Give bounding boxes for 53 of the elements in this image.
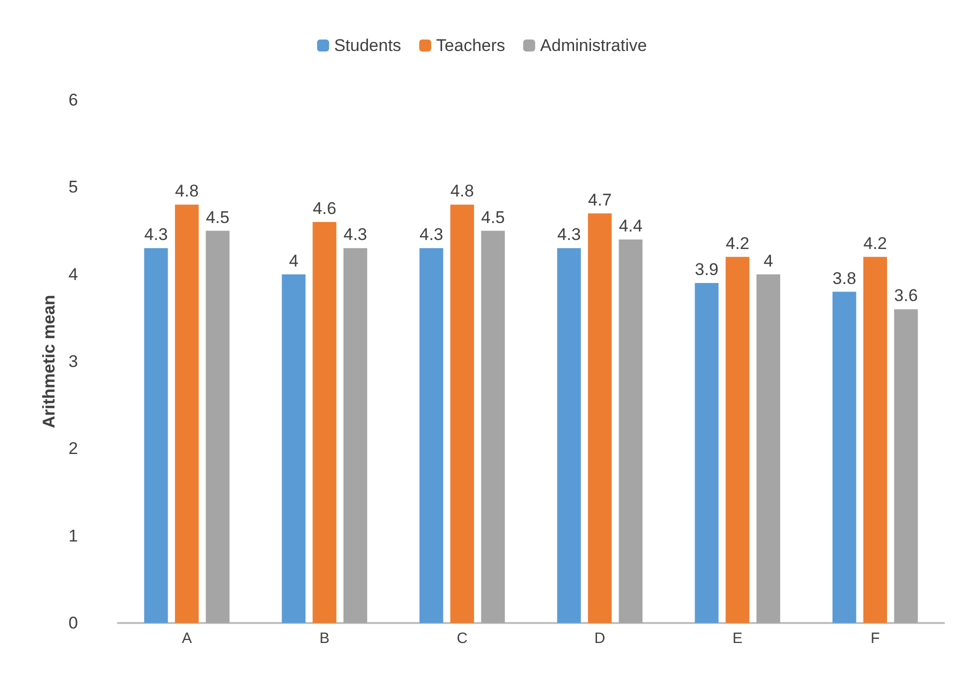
legend-label: Teachers (436, 36, 506, 55)
bar (726, 256, 750, 623)
bar (863, 256, 888, 623)
bar (282, 274, 306, 623)
data-label: 4 (288, 251, 298, 270)
legend-label: Students (334, 36, 402, 55)
data-label: 4.8 (175, 182, 199, 201)
data-label: 4.3 (344, 225, 368, 244)
data-label: 4.2 (726, 234, 750, 253)
bar (588, 213, 612, 623)
data-label: 4.3 (144, 225, 168, 244)
bar (174, 204, 199, 623)
bar (206, 230, 230, 623)
bar (894, 309, 918, 623)
bar (832, 292, 856, 623)
y-tick-label: 4 (68, 264, 78, 284)
legend-label: Administrative (540, 36, 647, 55)
x-tick-label: C (456, 630, 468, 647)
bar (144, 248, 168, 623)
x-tick-label: E (732, 630, 743, 647)
x-tick-label: B (319, 630, 330, 647)
data-label: 4.3 (557, 225, 581, 244)
data-label: 4.7 (588, 190, 612, 210)
bar (312, 222, 336, 623)
x-tick-label: D (594, 630, 606, 647)
bar (481, 230, 505, 623)
bar (557, 248, 581, 623)
bar (419, 248, 444, 623)
x-tick-label: A (182, 630, 192, 647)
bar (756, 274, 780, 623)
bar (618, 239, 643, 623)
data-label: 4.2 (863, 234, 887, 253)
y-tick-label: 3 (68, 352, 78, 371)
data-label: 4.5 (206, 208, 230, 227)
data-label: 4 (764, 251, 774, 270)
y-axis-title: Arithmetic mean (40, 294, 59, 428)
data-label: 3.6 (894, 286, 918, 306)
y-tick-label: 5 (68, 178, 78, 197)
bar (343, 248, 368, 623)
data-label: 4.5 (481, 208, 505, 227)
data-label: 3.9 (694, 260, 718, 280)
data-label: 4.3 (420, 225, 444, 244)
data-label: 4.4 (618, 216, 642, 236)
y-tick-label: 2 (68, 439, 78, 458)
x-tick-label: F (870, 630, 880, 647)
bar (694, 283, 719, 623)
data-label: 4.6 (312, 199, 336, 218)
data-label: 4.8 (450, 182, 474, 201)
data-label: 3.8 (832, 268, 856, 288)
bar (450, 204, 474, 623)
y-tick-label: 0 (68, 614, 78, 632)
y-tick-label: 6 (68, 90, 78, 110)
y-tick-label: 1 (68, 526, 78, 546)
